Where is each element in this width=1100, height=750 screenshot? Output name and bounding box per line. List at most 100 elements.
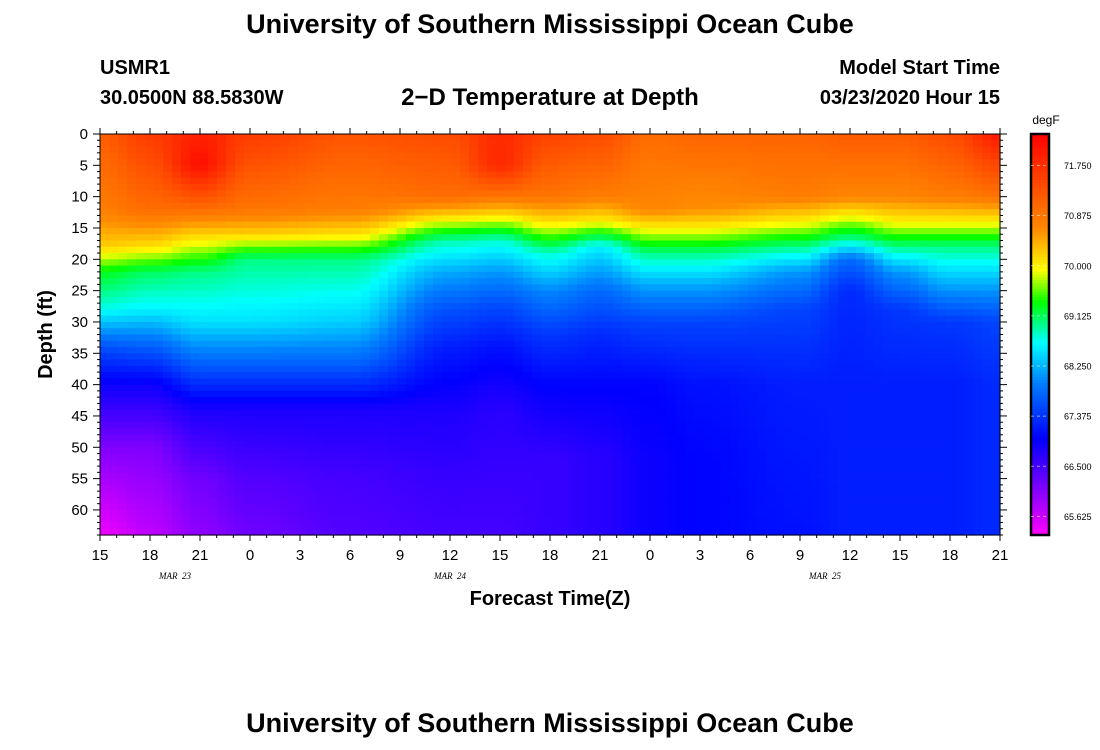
heatmap-cell	[424, 140, 434, 148]
heatmap-cell	[541, 503, 551, 511]
heatmap-cell	[514, 359, 524, 367]
heatmap-cell	[244, 378, 254, 386]
heatmap-cell	[712, 415, 722, 423]
heatmap-cell	[388, 365, 398, 373]
heatmap-cell	[154, 196, 164, 204]
heatmap-cell	[316, 165, 326, 173]
heatmap-cell	[406, 246, 416, 254]
heatmap-cell	[784, 246, 794, 254]
heatmap-cell	[109, 441, 119, 448]
heatmap-cell	[145, 491, 155, 499]
heatmap-cell	[253, 234, 263, 242]
heatmap-cell	[271, 509, 281, 517]
heatmap-cell	[226, 146, 236, 154]
heatmap-cell	[199, 159, 209, 166]
heatmap-cell	[271, 253, 281, 260]
heatmap-cell	[262, 359, 272, 367]
heatmap-cell	[118, 390, 128, 398]
heatmap-cell	[622, 497, 632, 505]
heatmap-cell	[640, 347, 650, 354]
heatmap-cell	[109, 497, 119, 505]
heatmap-cell	[460, 409, 470, 417]
heatmap-cell	[721, 202, 731, 210]
heatmap-cell	[658, 453, 668, 461]
heatmap-cell	[586, 441, 596, 448]
heatmap-cell	[595, 409, 605, 417]
heatmap-cell	[352, 478, 362, 486]
heatmap-cell	[262, 259, 272, 267]
heatmap-cell	[487, 347, 497, 354]
heatmap-cell	[226, 459, 236, 467]
heatmap-cell	[298, 497, 308, 505]
heatmap-cell	[136, 309, 146, 317]
heatmap-cell	[145, 528, 155, 536]
heatmap-cell	[766, 453, 776, 461]
heatmap-cell	[586, 202, 596, 210]
heatmap-cell	[343, 303, 353, 311]
heatmap-cell	[370, 209, 380, 217]
heatmap-cell	[280, 472, 290, 480]
heatmap-cell	[298, 146, 308, 154]
heatmap-cell	[766, 246, 776, 254]
heatmap-cell	[487, 184, 497, 191]
heatmap-cell	[631, 372, 641, 379]
heatmap-cell	[208, 321, 218, 329]
heatmap-cell	[577, 478, 587, 486]
heatmap-cell	[262, 447, 272, 455]
heatmap-cell	[289, 522, 299, 530]
heatmap-cell	[658, 146, 668, 154]
heatmap-cell	[757, 478, 767, 486]
heatmap-cell	[406, 202, 416, 210]
heatmap-cell	[604, 221, 614, 229]
heatmap-cell	[613, 390, 623, 398]
heatmap-cell	[712, 397, 722, 405]
heatmap-cell	[289, 365, 299, 373]
heatmap-cell	[379, 347, 389, 354]
heatmap-cell	[163, 296, 173, 304]
heatmap-cell	[685, 309, 695, 317]
heatmap-cell	[505, 152, 515, 160]
heatmap-cell	[361, 221, 371, 229]
heatmap-cell	[703, 441, 713, 448]
heatmap-cell	[109, 484, 119, 492]
heatmap-cell	[658, 215, 668, 223]
heatmap-cell	[532, 353, 542, 361]
heatmap-cell	[667, 177, 677, 185]
heatmap-cell	[712, 234, 722, 242]
heatmap-cell	[451, 415, 461, 423]
heatmap-cell	[415, 522, 425, 530]
heatmap-cell	[217, 434, 227, 442]
heatmap-cell	[595, 372, 605, 379]
heatmap-cell	[424, 215, 434, 223]
heatmap-cell	[793, 284, 803, 292]
heatmap-cell	[208, 265, 218, 273]
heatmap-cell	[181, 284, 191, 292]
heatmap-cell	[757, 209, 767, 217]
heatmap-cell	[703, 196, 713, 204]
heatmap-cell	[451, 190, 461, 198]
heatmap-cell	[469, 152, 479, 160]
heatmap-cell	[226, 196, 236, 204]
heatmap-cell	[631, 497, 641, 505]
heatmap-cell	[424, 516, 434, 524]
heatmap-cell	[640, 459, 650, 467]
heatmap-cell	[307, 334, 317, 342]
heatmap-cell	[154, 184, 164, 191]
heatmap-cell	[523, 453, 533, 461]
heatmap-cell	[757, 447, 767, 455]
heatmap-cell	[388, 171, 398, 179]
heatmap-cell	[568, 441, 578, 448]
heatmap-cell	[460, 171, 470, 179]
heatmap-cell	[388, 309, 398, 317]
heatmap-cell	[343, 447, 353, 455]
heatmap-cell	[721, 290, 731, 298]
heatmap-cell	[451, 303, 461, 311]
heatmap-cell	[397, 528, 407, 536]
heatmap-cell	[784, 434, 794, 442]
heatmap-cell	[235, 177, 245, 185]
heatmap-cell	[712, 246, 722, 254]
heatmap-cell	[730, 447, 740, 455]
heatmap-cell	[613, 146, 623, 154]
heatmap-cell	[289, 321, 299, 329]
heatmap-cell	[298, 290, 308, 298]
